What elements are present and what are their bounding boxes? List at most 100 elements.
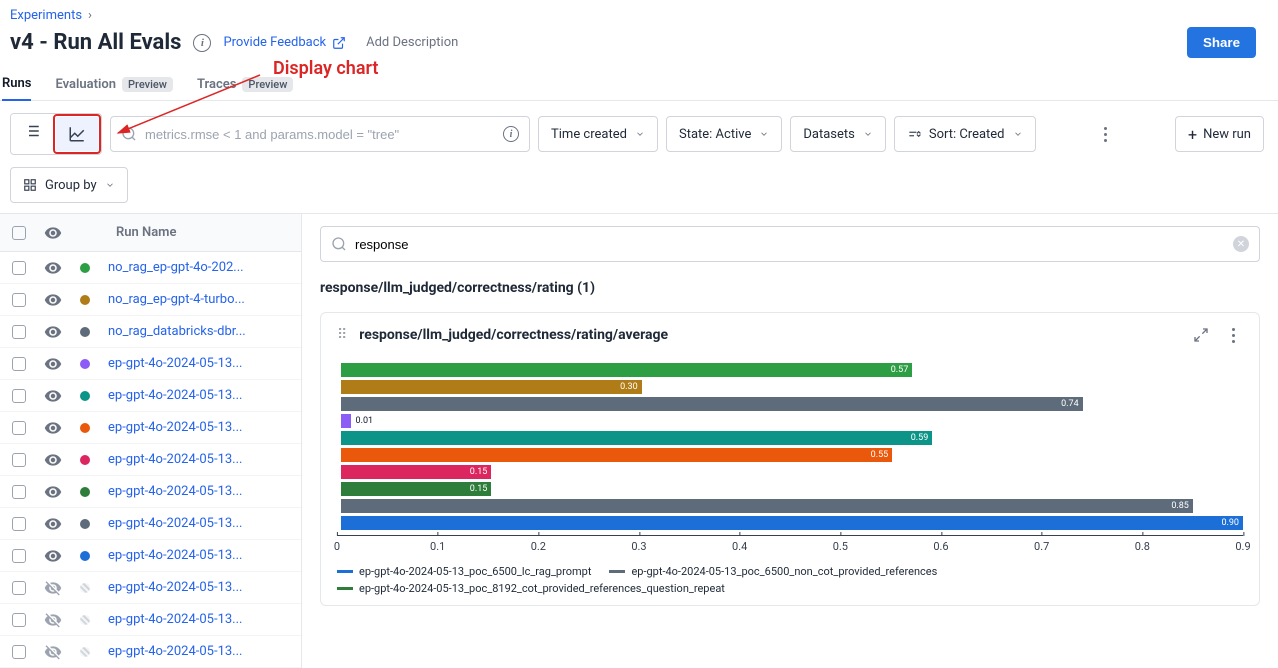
provide-feedback-link[interactable]: Provide Feedback (223, 35, 346, 50)
table-row: ep-gpt-4o-2024-05-13... (0, 604, 301, 636)
row-checkbox[interactable] (12, 613, 26, 627)
chart-card: ⠿ response/llm_judged/correctness/rating… (320, 312, 1260, 606)
run-link[interactable]: ep-gpt-4o-2024-05-13... (108, 516, 289, 531)
metric-search-box[interactable]: ✕ (320, 226, 1260, 262)
color-dot (80, 487, 90, 497)
color-dot (80, 263, 90, 273)
visibility-toggle[interactable] (44, 515, 62, 533)
chart-bar[interactable]: 0.85 (341, 499, 1193, 513)
new-run-button[interactable]: + New run (1175, 116, 1264, 152)
table-row: ep-gpt-4o-2024-05-13... (0, 348, 301, 380)
search-icon (121, 126, 137, 142)
row-checkbox[interactable] (12, 485, 26, 499)
axis-tick: 0 (334, 536, 340, 553)
search-input[interactable] (145, 127, 495, 142)
row-checkbox[interactable] (12, 517, 26, 531)
chart-bar[interactable]: 0.15 (341, 465, 491, 479)
visibility-toggle[interactable] (44, 355, 62, 373)
run-link[interactable]: no_rag_ep-gpt-4-turbo... (108, 292, 289, 307)
chart-bar[interactable]: 0.55 (341, 448, 892, 462)
state-dropdown[interactable]: State: Active (666, 116, 782, 152)
expand-icon[interactable] (1193, 327, 1209, 343)
search-info-icon[interactable]: i (503, 126, 519, 142)
legend-label: ep-gpt-4o-2024-05-13_poc_6500_non_cot_pr… (631, 565, 937, 578)
row-checkbox[interactable] (12, 325, 26, 339)
color-dot (80, 327, 90, 337)
sort-dropdown[interactable]: Sort: Created (894, 116, 1036, 152)
chart-bar[interactable]: 0.59 (341, 431, 932, 445)
color-dot (80, 455, 90, 465)
row-checkbox[interactable] (12, 581, 26, 595)
legend-item[interactable]: ep-gpt-4o-2024-05-13_poc_6500_lc_rag_pro… (337, 565, 591, 578)
list-view-toggle[interactable] (11, 114, 53, 148)
axis-tick: 0.3 (631, 536, 646, 553)
color-dot (80, 391, 90, 401)
chart-view-toggle[interactable] (56, 117, 98, 151)
run-link[interactable]: ep-gpt-4o-2024-05-13... (108, 548, 289, 563)
visibility-toggle[interactable] (44, 259, 62, 277)
run-link[interactable]: ep-gpt-4o-2024-05-13... (108, 612, 289, 627)
axis-tick: 0.7 (1034, 536, 1049, 553)
info-icon[interactable]: i (193, 34, 211, 52)
tab-runs[interactable]: Runs (2, 68, 31, 101)
run-link[interactable]: ep-gpt-4o-2024-05-13... (108, 580, 289, 595)
chart-bar[interactable]: 0.30 (341, 380, 642, 394)
visibility-toggle[interactable] (44, 483, 62, 501)
chart-bar[interactable]: 0.57 (341, 363, 912, 377)
breadcrumb-parent[interactable]: Experiments (10, 8, 82, 23)
clear-search-button[interactable]: ✕ (1233, 236, 1249, 252)
row-checkbox[interactable] (12, 453, 26, 467)
run-link[interactable]: ep-gpt-4o-2024-05-13... (108, 388, 289, 403)
visibility-header-icon[interactable] (44, 224, 62, 242)
run-link[interactable]: ep-gpt-4o-2024-05-13... (108, 420, 289, 435)
row-checkbox[interactable] (12, 389, 26, 403)
chart-bar[interactable] (341, 414, 351, 428)
visibility-toggle[interactable] (44, 419, 62, 437)
legend-item[interactable]: ep-gpt-4o-2024-05-13_poc_8192_cot_provid… (337, 582, 725, 595)
axis-tick: 0.2 (531, 536, 546, 553)
run-link[interactable]: ep-gpt-4o-2024-05-13... (108, 484, 289, 499)
visibility-toggle[interactable] (44, 323, 62, 341)
run-link[interactable]: ep-gpt-4o-2024-05-13... (108, 452, 289, 467)
run-list-sidebar: Run Name no_rag_ep-gpt-4o-202...no_rag_e… (0, 214, 302, 668)
chart-bar[interactable]: 0.74 (341, 397, 1083, 411)
visibility-toggle[interactable] (44, 611, 62, 629)
run-link[interactable]: no_rag_ep-gpt-4o-202... (108, 260, 289, 275)
drag-handle-icon[interactable]: ⠿ (337, 327, 349, 343)
table-row: ep-gpt-4o-2024-05-13... (0, 412, 301, 444)
axis-tick: 0.5 (833, 536, 848, 553)
tab-traces[interactable]: TracesPreview (197, 68, 293, 100)
chart-options-button[interactable] (1223, 328, 1243, 343)
more-options-button[interactable] (1095, 127, 1115, 142)
chart-bar[interactable]: 0.90 (341, 516, 1243, 530)
add-description-button[interactable]: Add Description (358, 31, 466, 54)
run-link[interactable]: no_rag_databricks-dbr... (108, 324, 289, 339)
group-by-dropdown[interactable]: Group by (10, 167, 128, 203)
chevron-down-icon (1013, 129, 1023, 139)
row-checkbox[interactable] (12, 357, 26, 371)
external-link-icon (332, 36, 346, 50)
axis-tick: 0.4 (732, 536, 747, 553)
search-box[interactable]: i (110, 116, 530, 152)
tab-evaluation[interactable]: EvaluationPreview (55, 68, 173, 100)
visibility-toggle[interactable] (44, 547, 62, 565)
visibility-toggle[interactable] (44, 579, 62, 597)
row-checkbox[interactable] (12, 261, 26, 275)
row-checkbox[interactable] (12, 293, 26, 307)
bar-row: 0.30 (341, 378, 1243, 395)
visibility-toggle[interactable] (44, 451, 62, 469)
row-checkbox[interactable] (12, 549, 26, 563)
visibility-toggle[interactable] (44, 291, 62, 309)
metric-search-input[interactable] (355, 237, 1225, 252)
legend-item[interactable]: ep-gpt-4o-2024-05-13_poc_6500_non_cot_pr… (609, 565, 937, 578)
run-link[interactable]: ep-gpt-4o-2024-05-13... (108, 356, 289, 371)
share-button[interactable]: Share (1187, 27, 1256, 58)
chart-bar[interactable]: 0.15 (341, 482, 491, 496)
row-checkbox[interactable] (12, 421, 26, 435)
table-row: no_rag_ep-gpt-4o-202... (0, 252, 301, 284)
datasets-dropdown[interactable]: Datasets (790, 116, 886, 152)
time-created-dropdown[interactable]: Time created (538, 116, 658, 152)
select-all-checkbox[interactable] (12, 226, 26, 240)
visibility-toggle[interactable] (44, 387, 62, 405)
bar-row: 0.01 (341, 412, 1243, 429)
